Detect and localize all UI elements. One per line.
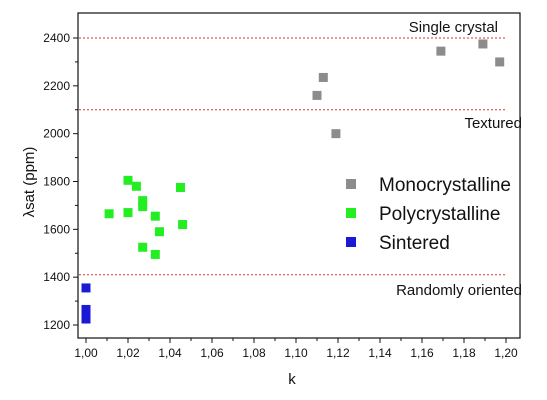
y-tick-label: 1800 [43,175,70,189]
legend: Monocrystalline Polycrystalline Sintered [346,175,511,254]
x-tick-label: 1,12 [326,346,350,360]
y-tick-label: 2400 [43,31,70,45]
legend-marker [346,179,356,189]
x-tick-label: 1,08 [242,346,266,360]
data-point [81,314,91,324]
y-tick-label: 2200 [43,79,70,93]
reference-labels: Single crystal Textured Randomly oriented [396,19,522,299]
y-tick-label: 1200 [43,318,70,332]
y-tick-label: 2000 [43,127,70,141]
legend-label: Sintered [379,233,450,254]
legend-label: Monocrystalline [379,175,511,196]
data-point [123,175,133,185]
data-point [178,220,188,230]
legend-marker [346,208,356,218]
data-point [104,209,114,219]
data-point [331,129,341,139]
reference-lines [79,37,506,276]
data-point [138,196,148,206]
y-tick-label: 1600 [43,222,70,236]
x-tick-label: 1,00 [74,346,98,360]
data-point [478,39,488,49]
x-tick-label: 1,02 [116,346,140,360]
x-tick-label: 1,16 [410,346,434,360]
axes: 1,00 1,02 1,04 1,06 1,08 1,10 1,12 1,14 1,16 1,18… [43,12,521,360]
data-point [150,249,160,259]
x-tick-label: 1,04 [158,346,182,360]
reference-line-label: Single crystal [409,19,498,36]
data-point [312,90,322,100]
data-point [436,46,446,56]
x-tick-label: 1,20 [494,346,518,360]
x-tick-label: 1,10 [284,346,308,360]
y-axis-title: λsat (ppm) [21,147,38,218]
x-tick-label: 1,06 [200,346,224,360]
plot-frame [77,12,521,339]
legend-label: Polycrystalline [379,204,500,225]
data-point [138,242,148,252]
data-point [318,72,328,82]
data-point [81,283,91,293]
reference-line-label: Randomly oriented [396,282,522,299]
y-tick-label: 1400 [43,270,70,284]
data-point [150,211,160,221]
x-axis-title: k [288,371,296,388]
data-points [81,39,505,324]
data-point [155,227,164,237]
reference-line-label: Textured [464,115,522,132]
data-point [176,182,185,192]
x-tick-label: 1,18 [452,346,476,360]
data-point [495,57,505,67]
x-tick-label: 1,14 [368,346,392,360]
data-point [131,181,141,191]
data-point [123,208,133,218]
legend-marker [346,237,356,247]
data-point [138,202,148,212]
